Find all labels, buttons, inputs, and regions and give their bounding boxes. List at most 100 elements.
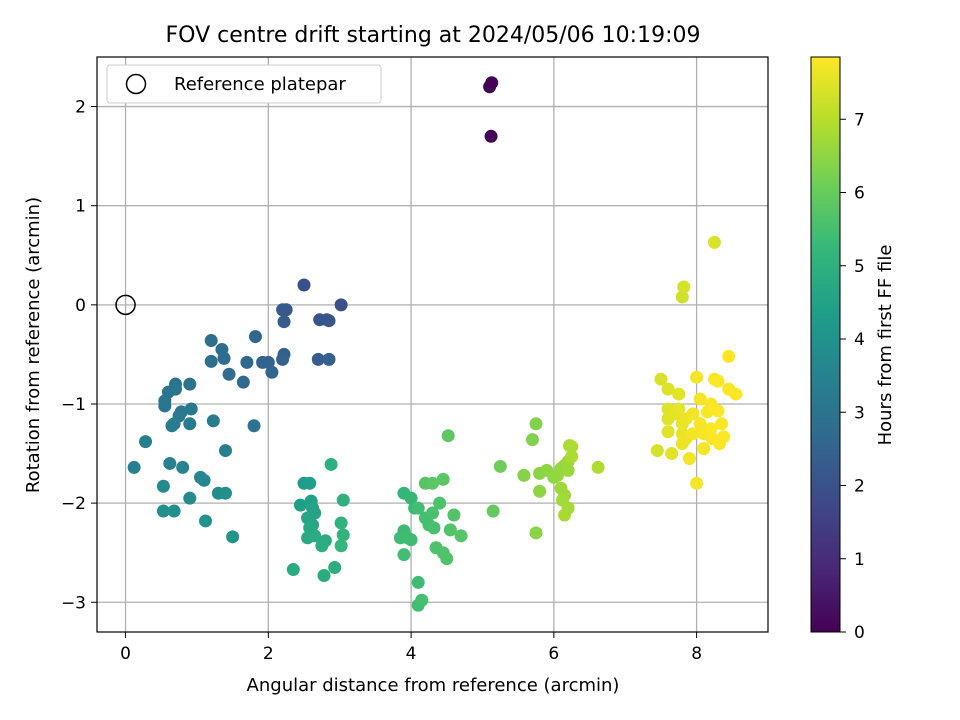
data-point	[297, 278, 311, 292]
data-point	[336, 528, 350, 542]
data-point	[240, 355, 254, 369]
data-point	[256, 355, 270, 369]
colorbar-tick-label: 4	[854, 330, 865, 350]
y-tick-label: −1	[61, 395, 86, 415]
data-point	[454, 529, 468, 543]
data-point	[184, 402, 198, 416]
y-tick-label: −3	[61, 593, 86, 613]
data-point	[558, 508, 572, 522]
data-point	[183, 377, 197, 391]
data-point	[722, 349, 736, 363]
data-point	[156, 504, 170, 518]
colorbar-tick-label: 5	[854, 257, 865, 277]
x-tick-label: 6	[548, 644, 559, 664]
colorbar-tick-label: 6	[854, 184, 865, 204]
data-point	[277, 315, 291, 329]
legend: Reference platepar	[106, 64, 382, 104]
data-point	[308, 529, 322, 543]
data-point	[715, 417, 729, 431]
data-point	[404, 533, 418, 547]
data-point	[654, 372, 668, 386]
data-point	[247, 419, 261, 433]
data-point	[248, 330, 262, 344]
data-point	[686, 407, 700, 421]
data-point	[440, 552, 454, 566]
data-point	[317, 568, 331, 582]
data-point	[206, 414, 220, 428]
data-point	[324, 457, 338, 471]
data-points	[127, 76, 743, 612]
data-point	[517, 468, 531, 482]
data-point	[447, 508, 461, 522]
data-point	[163, 456, 177, 470]
x-axis-label: Angular distance from reference (arcmin)	[247, 675, 620, 696]
grid-lines	[97, 57, 768, 632]
data-point	[222, 367, 236, 381]
data-point	[127, 460, 141, 474]
data-point	[165, 419, 179, 433]
data-point	[293, 498, 307, 512]
x-tick-label: 0	[120, 644, 131, 664]
colorbar-tick-label: 0	[854, 623, 865, 643]
data-point	[426, 476, 439, 490]
legend-box	[106, 64, 382, 104]
data-point	[156, 479, 170, 493]
data-point	[711, 374, 725, 388]
data-point	[286, 563, 300, 577]
data-point	[525, 433, 539, 447]
x-axis-ticks: 0 2 4 6 8	[120, 632, 702, 664]
data-point	[729, 387, 743, 401]
data-point	[529, 526, 543, 540]
data-point	[686, 427, 700, 441]
data-point	[690, 476, 704, 490]
data-point	[226, 530, 240, 544]
y-tick-label: 1	[75, 197, 86, 217]
y-tick-label: 2	[75, 98, 86, 118]
data-point	[717, 430, 731, 444]
data-point	[672, 402, 686, 416]
y-axis-ticks: −3 −2 −1 0 1 2	[61, 98, 97, 613]
data-point	[322, 352, 336, 366]
data-point	[661, 425, 675, 439]
data-point	[218, 444, 232, 458]
data-point	[411, 575, 425, 589]
data-point	[436, 472, 450, 486]
data-point	[183, 417, 197, 431]
data-point	[303, 476, 317, 490]
data-point	[415, 593, 429, 607]
colorbar-tick-label: 1	[854, 550, 865, 570]
chart-title: FOV centre drift starting at 2024/05/06 …	[166, 23, 701, 48]
reference-platepar-marker	[115, 294, 136, 316]
colorbar-tick-label: 2	[854, 477, 865, 497]
data-point	[693, 417, 707, 431]
colorbar-label: Hours from first FF file	[875, 245, 896, 446]
data-point	[315, 539, 329, 553]
data-point	[139, 435, 153, 449]
data-point	[565, 440, 579, 454]
data-point	[443, 523, 457, 537]
data-point	[661, 382, 675, 396]
data-point	[197, 473, 211, 487]
data-point	[485, 76, 499, 90]
y-tick-label: 0	[75, 296, 86, 316]
data-point	[697, 442, 711, 456]
colorbar-ticks: 0 1 2 3 4 5 6 7	[840, 110, 865, 643]
data-point	[682, 452, 696, 466]
data-point	[493, 459, 507, 473]
data-point	[169, 382, 183, 396]
data-point	[276, 303, 290, 317]
data-point	[693, 392, 707, 406]
data-point	[183, 491, 197, 505]
data-point	[427, 521, 441, 535]
data-point	[158, 399, 172, 413]
data-point	[217, 351, 231, 365]
data-point	[433, 496, 447, 510]
x-tick-label: 4	[406, 644, 417, 664]
colorbar-tick-label: 3	[854, 403, 865, 423]
data-point	[322, 314, 336, 328]
data-point	[411, 501, 425, 515]
data-point	[533, 484, 547, 498]
x-tick-label: 2	[263, 644, 274, 664]
data-point	[404, 491, 418, 505]
